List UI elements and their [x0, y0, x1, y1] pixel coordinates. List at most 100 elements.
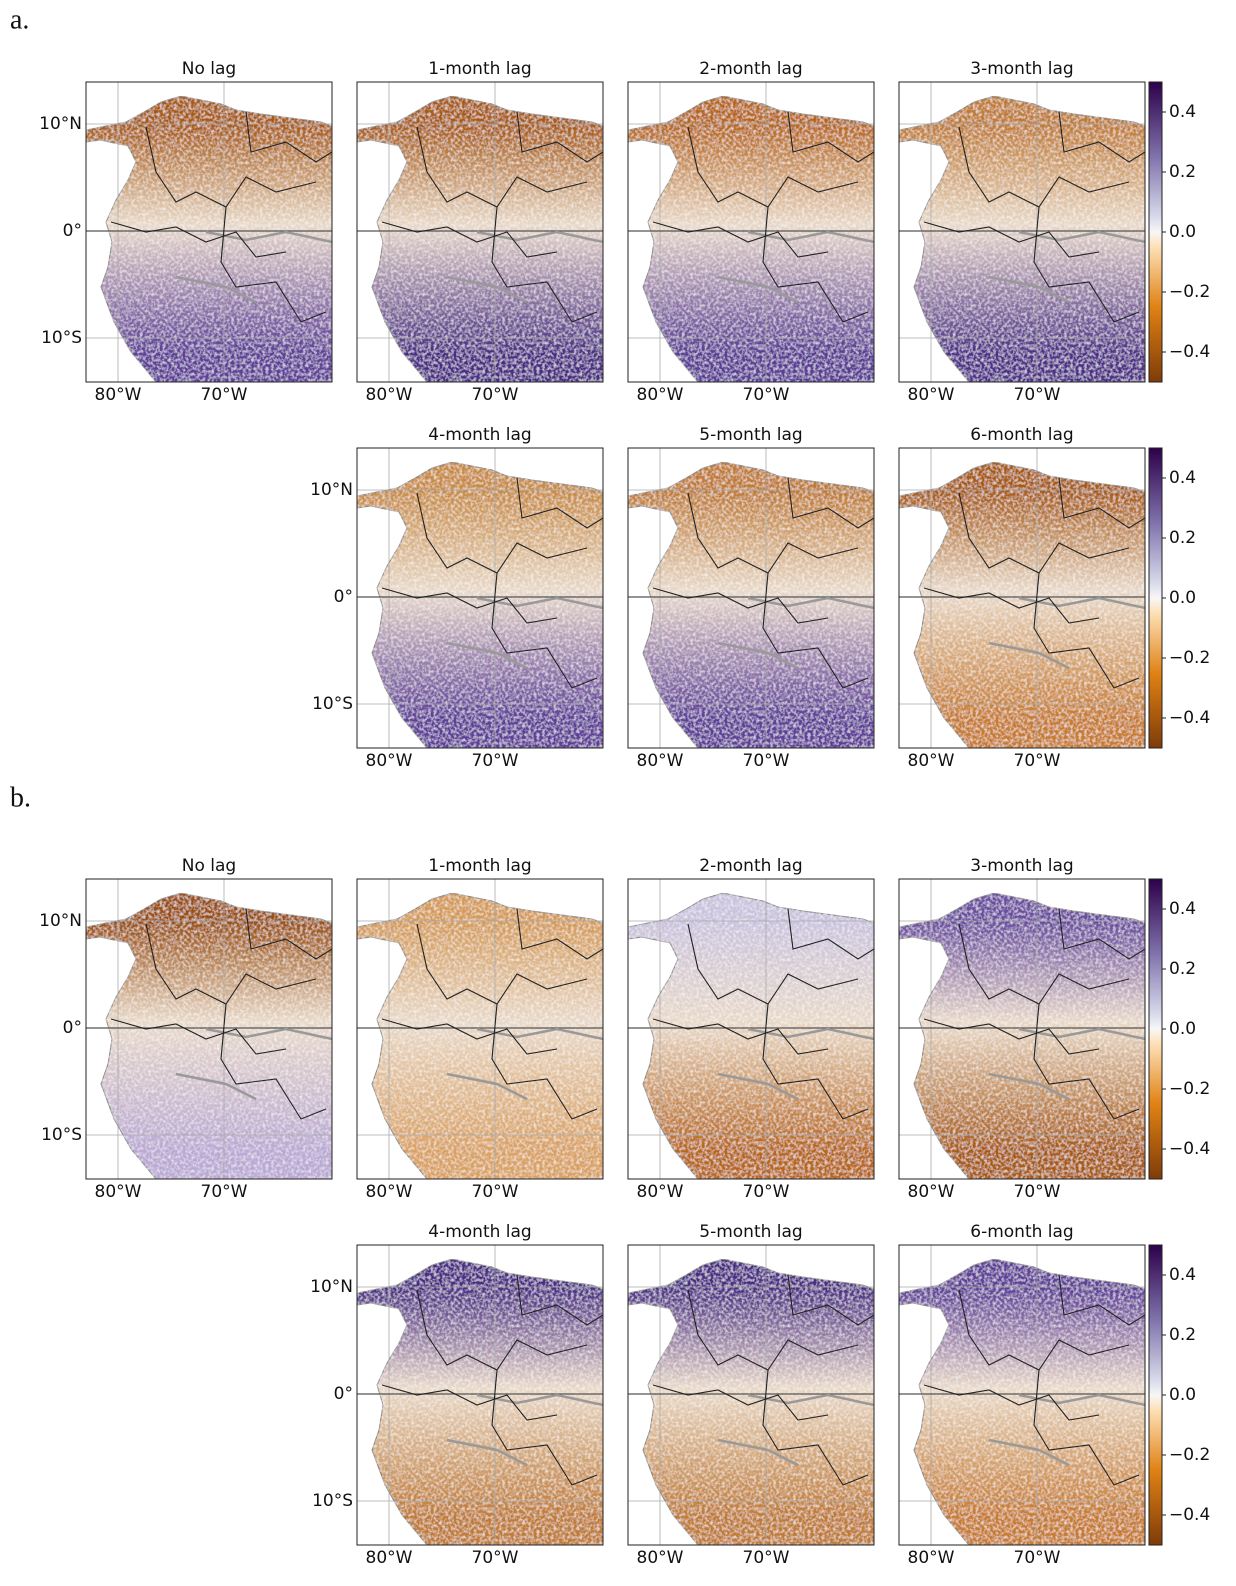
- panel-title: 2-month lag: [699, 856, 802, 876]
- lon-label: 70°W: [201, 1182, 248, 1202]
- river: [988, 275, 1070, 304]
- river: [446, 641, 528, 670]
- border: [923, 587, 1100, 624]
- border: [1058, 111, 1145, 163]
- lat-label: 10°N: [310, 480, 353, 500]
- panel-title: No lag: [182, 59, 236, 79]
- land: [628, 461, 874, 748]
- river: [1018, 230, 1145, 244]
- panel-title: 4-month lag: [428, 1222, 531, 1242]
- river: [446, 1072, 528, 1101]
- map-content: [628, 448, 874, 748]
- border: [220, 1003, 327, 1120]
- border: [110, 1018, 287, 1055]
- border: [762, 206, 869, 323]
- lon-label: 70°W: [472, 1182, 519, 1202]
- frame: [85, 878, 333, 1180]
- lat-label: 0°: [334, 1384, 353, 1404]
- colorbar-tick-label: −0.2: [1169, 282, 1210, 302]
- border: [416, 1289, 588, 1371]
- border: [381, 221, 558, 258]
- panel-title: 1-month lag: [428, 856, 531, 876]
- frame: [898, 1244, 1146, 1546]
- lon-label: 80°W: [908, 1182, 955, 1202]
- border: [958, 923, 1130, 1005]
- panel-title: 3-month lag: [970, 59, 1073, 79]
- border: [1033, 206, 1140, 323]
- map-content: [357, 1245, 603, 1545]
- colorbar-tick-label: 0.2: [1169, 1325, 1196, 1345]
- lon-label: 80°W: [908, 1548, 955, 1568]
- border: [923, 1018, 1100, 1055]
- river: [988, 1438, 1070, 1467]
- lon-label: 70°W: [472, 751, 519, 771]
- land: [357, 461, 603, 748]
- border: [416, 492, 588, 574]
- river: [175, 275, 257, 304]
- frame: [627, 878, 875, 1180]
- border: [762, 572, 869, 689]
- river: [988, 641, 1070, 670]
- lat-label: 10°N: [310, 1277, 353, 1297]
- colorbar-tick-label: −0.4: [1169, 708, 1210, 728]
- map: [628, 82, 874, 382]
- frame: [627, 447, 875, 749]
- map-content: [628, 82, 874, 382]
- river: [747, 230, 874, 244]
- lon-label: 80°W: [366, 1548, 413, 1568]
- land: [628, 892, 874, 1179]
- map: [357, 879, 603, 1179]
- lon-label: 80°W: [366, 751, 413, 771]
- map-content: [899, 879, 1145, 1179]
- colorbar-tick-label: 0.0: [1169, 588, 1196, 608]
- border: [381, 1018, 558, 1055]
- map-content: [628, 879, 874, 1179]
- map: [628, 1245, 874, 1545]
- frame: [356, 878, 604, 1180]
- lon-label: 70°W: [201, 385, 248, 405]
- lon-label: 80°W: [95, 1182, 142, 1202]
- map-content: [86, 879, 332, 1179]
- panel-title: 6-month lag: [970, 425, 1073, 445]
- map: [86, 879, 332, 1179]
- land: [899, 461, 1145, 748]
- panel-title: 4-month lag: [428, 425, 531, 445]
- map-content: [899, 82, 1145, 382]
- border: [381, 587, 558, 624]
- river: [446, 1438, 528, 1467]
- map-content: [86, 82, 332, 382]
- border: [1058, 477, 1145, 529]
- border: [516, 1274, 603, 1326]
- border: [787, 1274, 874, 1326]
- colorbar-tick-label: −0.2: [1169, 1079, 1210, 1099]
- river: [717, 1438, 799, 1467]
- lon-label: 80°W: [637, 1548, 684, 1568]
- border: [1058, 1274, 1145, 1326]
- border: [1033, 1003, 1140, 1120]
- river: [1018, 1027, 1145, 1041]
- map: [899, 1245, 1145, 1545]
- border: [958, 492, 1130, 574]
- map: [357, 1245, 603, 1545]
- border: [762, 1003, 869, 1120]
- river: [747, 1393, 874, 1407]
- river: [717, 641, 799, 670]
- river: [476, 1027, 603, 1041]
- lat-label: 0°: [63, 221, 82, 241]
- border: [787, 477, 874, 529]
- land: [357, 95, 603, 382]
- lon-label: 70°W: [472, 385, 519, 405]
- river: [446, 275, 528, 304]
- lon-label: 80°W: [366, 1182, 413, 1202]
- border: [491, 1369, 598, 1486]
- border: [923, 1384, 1100, 1421]
- land: [628, 95, 874, 382]
- colorbar-tick-label: −0.4: [1169, 1505, 1210, 1525]
- frame: [356, 81, 604, 383]
- lon-label: 80°W: [908, 751, 955, 771]
- border: [245, 908, 332, 960]
- map: [899, 82, 1145, 382]
- border: [762, 1369, 869, 1486]
- frame: [627, 81, 875, 383]
- lat-label: 0°: [334, 587, 353, 607]
